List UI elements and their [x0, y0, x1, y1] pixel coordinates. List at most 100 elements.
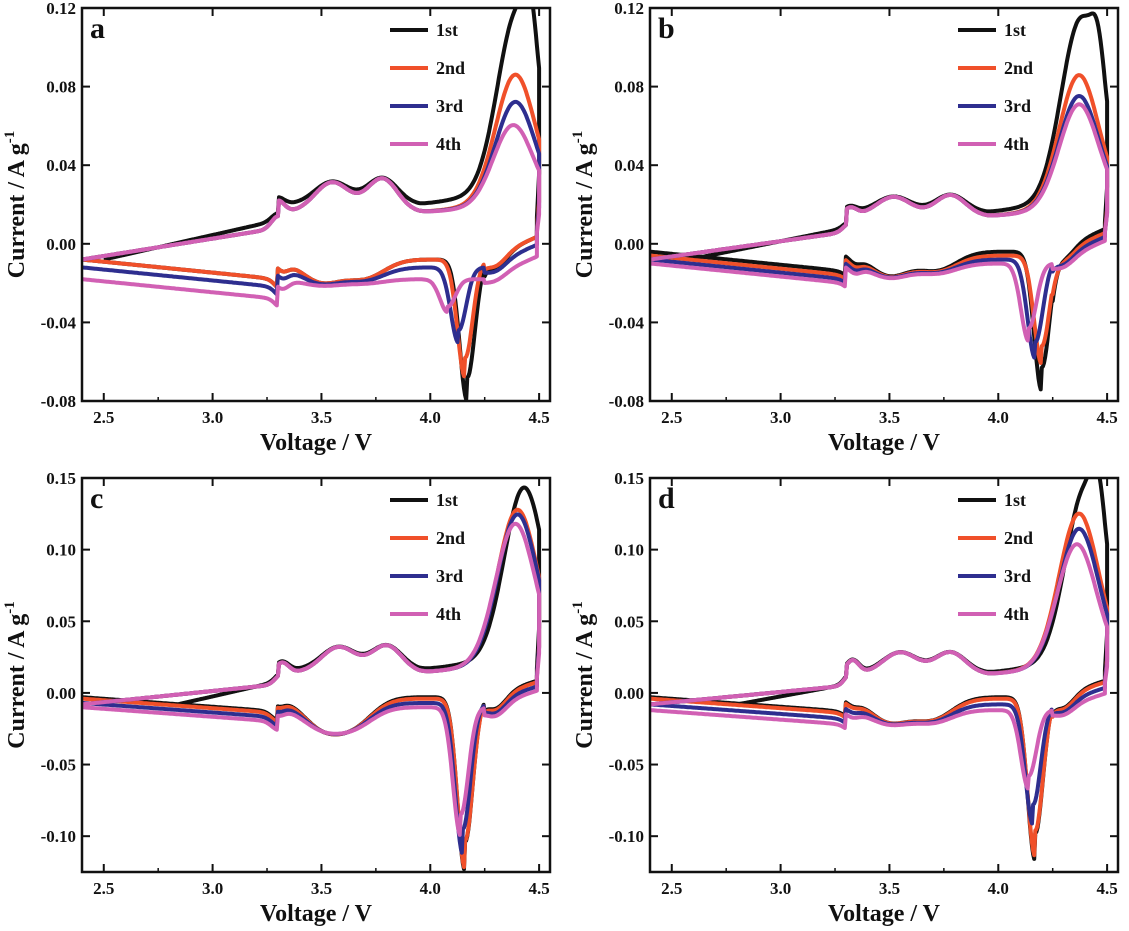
- series-line-2nd: [82, 507, 542, 870]
- y-tick-label: -0.08: [609, 392, 644, 411]
- x-tick-label: 3.0: [202, 408, 223, 427]
- legend-label-4th: 4th: [1004, 134, 1029, 154]
- y-axis-title-text: Current / A g: [4, 143, 30, 278]
- y-axis-title-text: Current / A g: [4, 614, 30, 749]
- x-tick-label: 3.5: [311, 408, 332, 427]
- legend-label-1st: 1st: [436, 20, 458, 40]
- x-tick-label: 2.5: [93, 879, 114, 898]
- y-tick-label: 0.08: [46, 78, 76, 97]
- axes-frame: [648, 476, 1120, 874]
- plot-area: [650, 478, 1110, 861]
- panel-b: 2.5 3.0 3.5 4.0 4.5 -0.08 -0.04 0.00 0.04 0.08 0.1…: [570, 0, 1120, 456]
- y-tick-label: 0.15: [614, 469, 644, 488]
- x-tick-label: 2.5: [661, 879, 682, 898]
- x-tick-label: 2.5: [661, 408, 682, 427]
- legend-label-2nd: 2nd: [436, 528, 465, 548]
- series-line-3rd: [650, 526, 1110, 826]
- legend-label-3rd: 3rd: [1004, 566, 1031, 586]
- x-tick-label: 3.0: [202, 879, 223, 898]
- x-tick-label: 3.0: [770, 408, 791, 427]
- y-axis-title: Current / A g-1: [2, 601, 30, 748]
- legend-label-2nd: 2nd: [1004, 528, 1033, 548]
- y-axis-title-text: Current / A g: [572, 143, 598, 278]
- axes-frame: [80, 476, 552, 874]
- y-tick-label: 0.00: [46, 684, 76, 703]
- plot-area: [82, 485, 542, 872]
- x-axis-title: Voltage / V: [260, 430, 373, 456]
- x-tick-label: 4.5: [1096, 879, 1117, 898]
- plot-area: [650, 11, 1110, 392]
- x-tick-label: 3.5: [879, 879, 900, 898]
- y-tick-label: 0.12: [46, 0, 76, 18]
- x-tick-label: 3.5: [311, 879, 332, 898]
- y-axis-title-superscript: -1: [2, 601, 18, 614]
- x-axis-title: Voltage / V: [828, 430, 941, 456]
- y-axis-title-superscript: -1: [570, 601, 586, 614]
- y-tick-label: 0.05: [614, 612, 644, 631]
- y-tick-label: 0.12: [614, 0, 644, 18]
- series-line-3rd: [82, 99, 542, 345]
- axes-frame: [80, 6, 552, 403]
- series-line-1st: [650, 478, 1110, 861]
- y-tick-label: -0.05: [609, 756, 644, 775]
- series-line-3rd: [650, 94, 1110, 360]
- y-axis-title: Current / A g-1: [570, 131, 598, 278]
- x-tick-label: 4.5: [528, 408, 549, 427]
- y-axis-title: Current / A g-1: [2, 131, 30, 278]
- x-tick-label: 4.0: [988, 408, 1009, 427]
- y-tick-label: -0.10: [609, 827, 644, 846]
- x-tick-label: 2.5: [93, 408, 114, 427]
- y-axis-title-superscript: -1: [2, 131, 18, 144]
- y-tick-label: 0.08: [614, 78, 644, 97]
- y-axis-title: Current / A g-1: [570, 601, 598, 748]
- series-line-2nd: [82, 72, 542, 379]
- y-tick-label: 0.00: [614, 235, 644, 254]
- axes-frame: [648, 6, 1120, 403]
- legend-label-3rd: 3rd: [436, 566, 463, 586]
- plot-area: [82, 8, 542, 401]
- x-tick-label: 4.5: [528, 879, 549, 898]
- legend-label-1st: 1st: [436, 490, 458, 510]
- panel-letter: a: [90, 12, 105, 45]
- y-tick-label: -0.08: [41, 392, 76, 411]
- series-line-2nd: [650, 511, 1110, 858]
- y-tick-label: 0.10: [614, 541, 644, 560]
- x-tick-label: 4.0: [420, 879, 441, 898]
- y-tick-label: 0.05: [46, 612, 76, 631]
- x-tick-label: 3.0: [770, 879, 791, 898]
- series-line-2nd: [650, 73, 1110, 365]
- panel-letter: d: [658, 482, 675, 515]
- legend-label-3rd: 3rd: [436, 96, 463, 116]
- legend-label-2nd: 2nd: [436, 58, 465, 78]
- x-tick-label: 3.5: [879, 408, 900, 427]
- series-line-4th: [82, 123, 542, 314]
- panel-d: 2.5 3.0 3.5 4.0 4.5 -0.10 -0.05 0.00 0.05 0.10 0.1…: [570, 469, 1120, 927]
- series-line-1st: [650, 11, 1110, 392]
- legend-label-4th: 4th: [436, 134, 461, 154]
- y-axis-title-text: Current / A g: [572, 614, 598, 749]
- legend-label-2nd: 2nd: [1004, 58, 1033, 78]
- y-tick-label: 0.00: [614, 684, 644, 703]
- y-tick-label: -0.04: [41, 313, 77, 332]
- legend-label-1st: 1st: [1004, 20, 1026, 40]
- legend-label-4th: 4th: [1004, 604, 1029, 624]
- y-tick-label: 0.15: [46, 469, 76, 488]
- y-tick-label: -0.05: [41, 756, 76, 775]
- y-tick-label: -0.10: [41, 827, 76, 846]
- x-tick-label: 4.5: [1096, 408, 1117, 427]
- x-axis-title: Voltage / V: [828, 901, 941, 927]
- y-axis-title-superscript: -1: [570, 131, 586, 144]
- series-line-4th: [650, 102, 1110, 343]
- series-line-4th: [82, 521, 542, 837]
- legend-label-1st: 1st: [1004, 490, 1026, 510]
- y-tick-label: 0.10: [46, 541, 76, 560]
- panel-letter: c: [90, 482, 103, 515]
- series-line-4th: [650, 542, 1110, 791]
- x-axis-title: Voltage / V: [260, 901, 373, 927]
- panel-c: 2.5 3.0 3.5 4.0 4.5 -0.10 -0.05 0.00 0.05 0.10 0.1…: [2, 469, 552, 927]
- panel-letter: b: [658, 12, 675, 45]
- legend-label-3rd: 3rd: [1004, 96, 1031, 116]
- x-tick-label: 4.0: [420, 408, 441, 427]
- y-tick-label: 0.04: [614, 156, 644, 175]
